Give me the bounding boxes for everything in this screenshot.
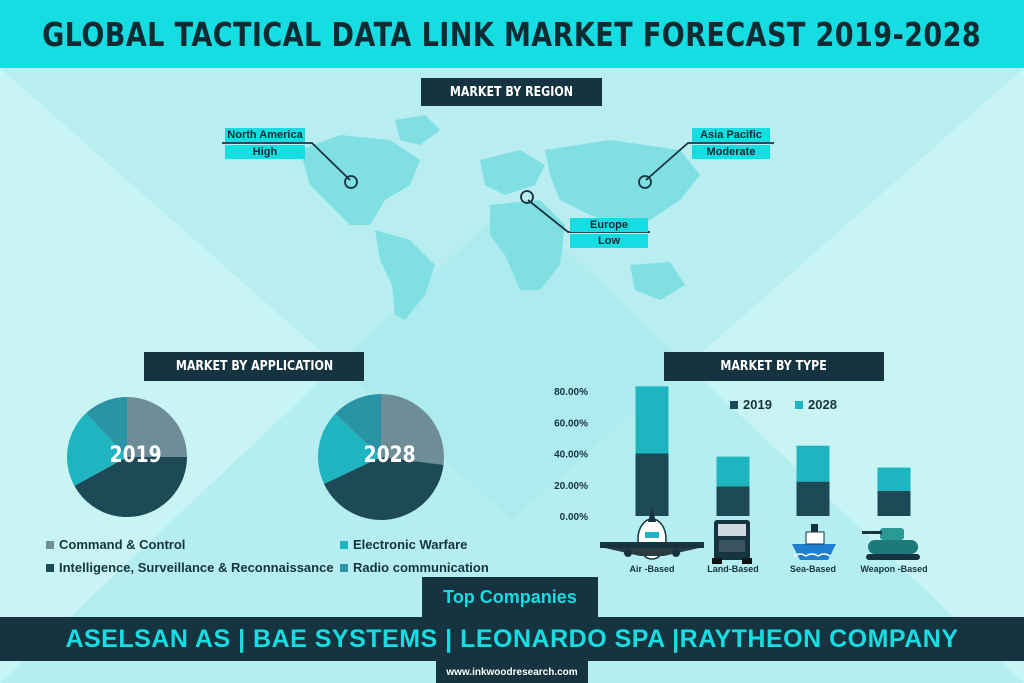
legend-swatch: [46, 540, 54, 549]
pie-2019-label: 2019: [109, 443, 162, 468]
region-connectors: [222, 142, 774, 233]
legend-radio-communication: Radio communication: [340, 560, 489, 575]
pie-2019-slice: [74, 457, 187, 518]
x-category-label: Land-Based: [707, 564, 759, 574]
legend-swatch: [46, 563, 54, 572]
legend-electronic-warfare: Electronic Warfare: [340, 537, 467, 552]
legend-swatch: [340, 563, 348, 572]
footer-url[interactable]: www.inkwoodresearch.com: [436, 661, 588, 683]
bar-2028-3: [877, 467, 911, 491]
legend-label: Electronic Warfare: [353, 537, 468, 552]
legend-isr: Intelligence, Surveillance & Reconnaissa…: [46, 560, 334, 575]
bar-2028-2: [796, 445, 830, 482]
map-africa: [490, 200, 565, 290]
legend-label: Command & Control: [59, 537, 186, 552]
x-category-label: Weapon -Based: [860, 564, 927, 574]
map-australia: [630, 262, 685, 300]
application-header: MARKET BY APPLICATION: [144, 352, 364, 381]
pie-2028-slice: [335, 394, 381, 457]
title-bar: GLOBAL TACTICAL DATA LINK MARKET FORECAS…: [0, 0, 1024, 68]
connector-europe: [527, 199, 650, 233]
map-greenland: [395, 115, 440, 145]
y-tick-label: 60.00%: [554, 418, 588, 429]
region-level-europe: Low: [570, 234, 648, 248]
application-header-label: MARKET BY APPLICATION: [175, 359, 333, 374]
bar-2028-1: [716, 456, 750, 487]
region-level-north-america: High: [225, 145, 305, 159]
page-title: GLOBAL TACTICAL DATA LINK MARKET FORECAS…: [42, 14, 982, 54]
bg-triangle-bottom: [0, 200, 1024, 683]
map-asia: [545, 140, 700, 225]
bar-legend-2028: 2028: [795, 397, 837, 412]
legend-swatch: [795, 400, 803, 409]
x-category-label: Air -Based: [629, 564, 674, 574]
region-name-asia-pacific: Asia Pacific: [692, 128, 770, 142]
connector-north-america: [222, 142, 351, 181]
pie-2028-slice: [381, 394, 444, 465]
world-map: [300, 115, 700, 320]
legend-command-control: Command & Control: [46, 537, 185, 552]
bar-2019-3: [877, 491, 911, 516]
top-companies-header: Top Companies: [422, 577, 598, 617]
legend-swatch: [340, 540, 348, 549]
truck-icon: [712, 520, 752, 564]
pie-2028-slice: [318, 413, 381, 484]
y-tick-label: 20.00%: [554, 481, 588, 492]
marker-europe: [520, 190, 534, 204]
legend-label: Intelligence, Surveillance & Reconnaissa…: [59, 560, 334, 575]
pie-2028-slice: [323, 457, 444, 520]
ship-icon: [792, 524, 836, 560]
type-header: MARKET BY TYPE: [664, 352, 884, 381]
region-header-label: MARKET BY REGION: [449, 84, 574, 100]
marker-north-america: [344, 175, 358, 189]
legend-label: 2019: [743, 397, 772, 412]
companies-bar: ASELSAN AS | BAE SYSTEMS | LEONARDO SPA …: [0, 617, 1024, 661]
map-south-america: [375, 230, 435, 320]
airplane-icon: [600, 507, 704, 560]
legend-label: Radio communication: [353, 560, 489, 575]
bar-2019-0: [635, 453, 669, 516]
bar-2019-1: [716, 486, 750, 516]
pie-2019-slice: [127, 397, 187, 457]
type-header-label: MARKET BY TYPE: [720, 359, 828, 374]
bar-legend-2019: 2019: [730, 397, 772, 412]
legend-swatch: [730, 400, 738, 409]
region-name-europe: Europe: [570, 218, 648, 232]
region-level-asia-pacific: Moderate: [692, 145, 770, 159]
tank-icon: [862, 528, 920, 560]
map-europe: [480, 150, 545, 195]
bar-2028-0: [635, 386, 669, 454]
y-tick-label: 80.00%: [554, 387, 588, 398]
companies-list: ASELSAN AS | BAE SYSTEMS | LEONARDO SPA …: [65, 624, 959, 653]
pie-2028-label: 2028: [363, 443, 416, 468]
y-tick-label: 40.00%: [554, 450, 588, 461]
pie-2019-slice: [66, 413, 127, 486]
x-category-label: Sea-Based: [790, 564, 836, 574]
marker-asia-pacific: [638, 175, 652, 189]
connector-asia-pacific: [645, 142, 774, 181]
map-north-america: [300, 135, 420, 225]
legend-label: 2028: [808, 397, 837, 412]
region-header: MARKET BY REGION: [421, 78, 602, 106]
y-tick-label: 0.00%: [560, 512, 588, 523]
bar-2019-2: [796, 481, 830, 516]
pie-2019-slice: [85, 397, 127, 457]
region-name-north-america: North America: [225, 128, 305, 142]
